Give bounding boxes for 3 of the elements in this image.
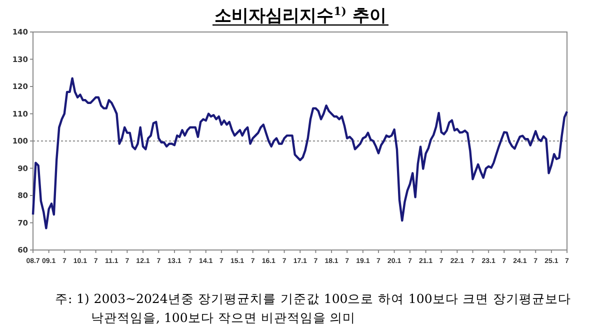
chart-title: 소비자심리지수$^{1)}$ 추이 bbox=[214, 4, 386, 26]
line-series bbox=[32, 77, 568, 230]
text: 주: 1) 2003~2024년중 장기평균치를 기준값 100으로 하여 100보다 크면 장기평균보다 낙관적임을, 100보다 작으면 비관적임을 의미 bbox=[55, 290, 571, 327]
